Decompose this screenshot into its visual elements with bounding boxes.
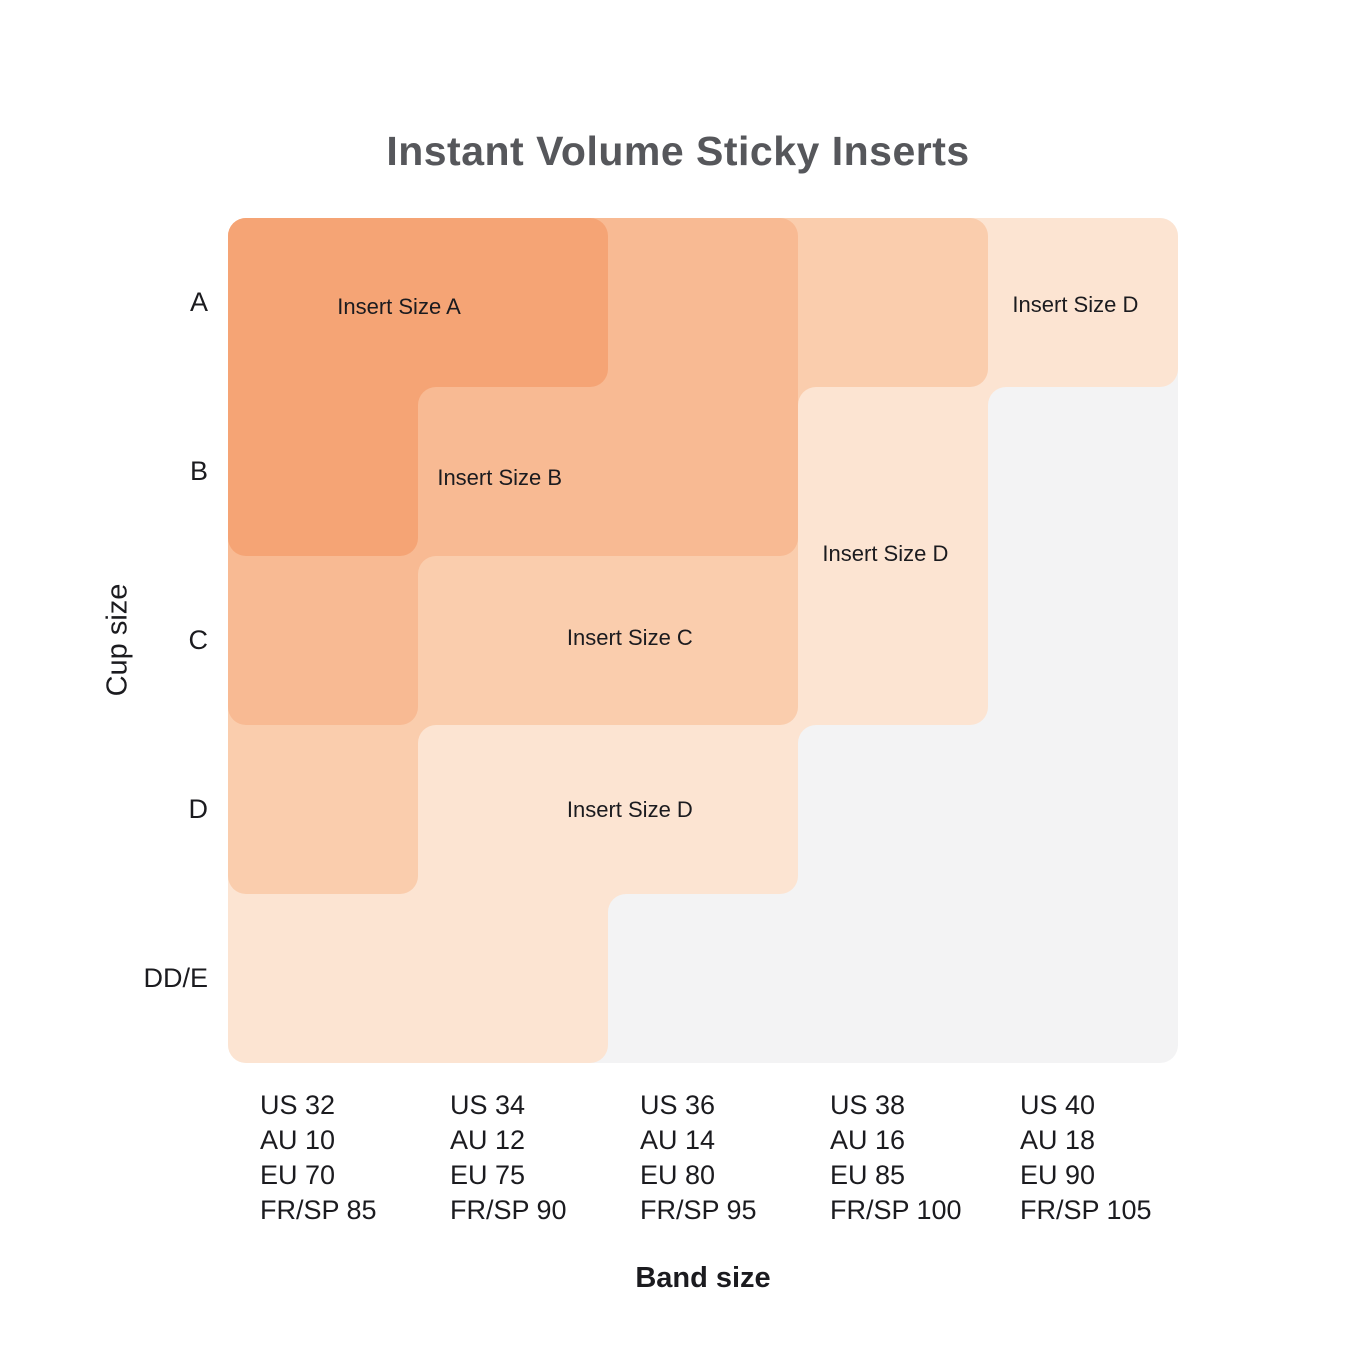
band-size-line: FR/SP 105 [1020,1195,1152,1225]
region-label-4: Insert Size D [566,797,693,823]
band-size-line: EU 90 [1020,1160,1096,1190]
band-size-label-2: US 34 AU 12 EU 75 FR/SP 90 [450,1088,625,1228]
size-grid-svg [228,218,1178,1063]
chart-title: Instant Volume Sticky Inserts [386,128,970,174]
band-size-line: AU 14 [640,1125,716,1155]
band-size-label-4: US 38 AU 16 EU 85 FR/SP 100 [830,1088,1005,1228]
band-size-line: AU 12 [450,1125,526,1155]
band-size-line: FR/SP 100 [830,1195,962,1225]
band-size-line: EU 85 [830,1160,906,1190]
band-size-line: FR/SP 85 [260,1195,377,1225]
band-size-line: EU 80 [640,1160,716,1190]
band-size-line: US 40 [1020,1090,1096,1120]
region-label-5: Insert Size D [822,541,949,567]
band-size-label-1: US 32 AU 10 EU 70 FR/SP 85 [260,1088,435,1228]
band-size-line: AU 16 [830,1125,906,1155]
cup-size-label-b: B [189,456,208,486]
cup-size-labels: A B C D DD/E [90,218,208,1063]
band-size-label-5: US 40 AU 18 EU 90 FR/SP 105 [1020,1088,1195,1228]
band-size-line: US 38 [830,1090,906,1120]
band-size-line: US 36 [640,1090,716,1120]
size-grid: Insert Size A Insert Size B Insert Size C I… [228,218,1178,1063]
band-size-line: EU 75 [450,1160,526,1190]
region-label-1: Insert Size A [337,293,461,319]
cup-size-label-dde: DD/E [143,963,208,993]
band-size-line: US 34 [450,1090,526,1120]
band-size-line: AU 10 [260,1125,336,1155]
cup-size-label-c: C [188,625,209,655]
band-size-line: FR/SP 95 [640,1195,757,1225]
band-size-line: US 32 [260,1090,336,1120]
band-size-line: EU 70 [260,1160,336,1190]
x-axis-label: Band size [635,1262,771,1294]
region-label-3: Insert Size C [566,624,693,650]
band-size-line: FR/SP 90 [450,1195,567,1225]
region-label-2: Insert Size B [437,465,563,491]
band-size-line: AU 18 [1020,1125,1096,1155]
cup-size-label-a: A [189,287,208,317]
insert-size-a-region [228,218,608,556]
region-label-6: Insert Size D [1012,292,1139,318]
band-size-labels: US 32 AU 10 EU 70 FR/SP 85 US 34 AU 12 EU 75 FR… [228,1088,1178,1248]
cup-size-label-d: D [188,794,209,824]
band-size-label-3: US 36 AU 14 EU 80 FR/SP 95 [640,1088,815,1228]
